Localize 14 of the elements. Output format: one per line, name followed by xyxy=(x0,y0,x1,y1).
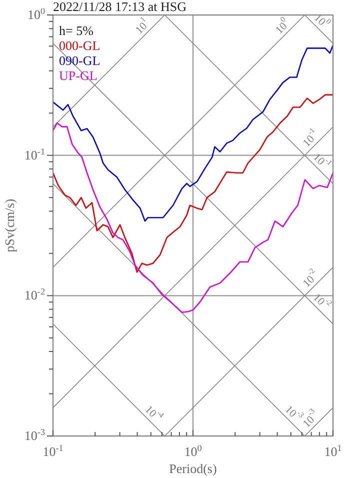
x-tick-label: 10$^{-1}$ xyxy=(42,443,64,459)
y-tick-label: 10$^{-2}$ xyxy=(24,286,46,303)
text: 000-GL xyxy=(59,38,100,53)
x-tick-label: 10$^{0}$ xyxy=(184,443,202,459)
chart-title: 2022/11/28 17:13 at HSG xyxy=(53,0,186,14)
x-axis-title: Period(s) xyxy=(169,461,217,476)
y-tick-label: 10$^{-3}$ xyxy=(24,427,46,443)
y-axis-title: pSv(cm/s) xyxy=(2,198,17,252)
text: UP-GL xyxy=(59,68,98,83)
x-tick-label: 10$^{1}$ xyxy=(324,443,342,459)
text: 090-GL xyxy=(59,53,100,68)
legend-title: h= 5% xyxy=(59,23,94,38)
y-tick-label: 10$^{0}$ xyxy=(27,6,46,22)
y-tick-label: 10$^{-1}$ xyxy=(24,146,45,162)
